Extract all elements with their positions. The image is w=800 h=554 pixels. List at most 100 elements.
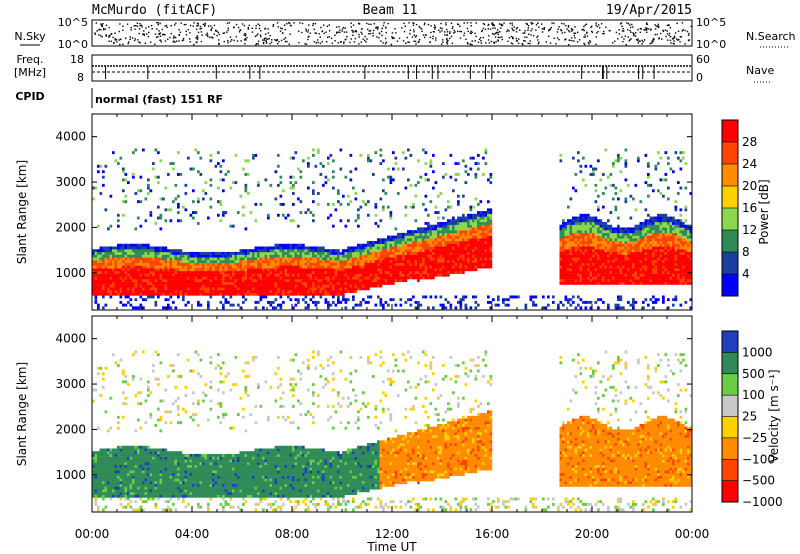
power-cell (249, 260, 253, 264)
power-cell (152, 284, 155, 288)
power-cell (217, 257, 220, 261)
power-cell (227, 170, 230, 174)
nsky-point (304, 43, 306, 45)
power-cell (384, 268, 388, 272)
nsky-point (309, 32, 312, 34)
power-cell (329, 254, 333, 258)
power-cell (132, 249, 135, 253)
nsky-point (626, 22, 628, 24)
power-cell (489, 265, 493, 269)
nsky-point (244, 35, 247, 37)
power-cell (404, 273, 408, 277)
power-cell (154, 270, 158, 274)
power-cell (437, 273, 440, 277)
power-cell (402, 270, 405, 274)
power-cell (449, 232, 453, 236)
power-cell (449, 221, 453, 225)
nsky-point (680, 36, 683, 38)
power-cell (264, 273, 268, 277)
power-cell (589, 246, 593, 250)
power-cell (234, 273, 238, 277)
power-cell (592, 268, 595, 272)
power-cell (149, 287, 153, 291)
power-cell (307, 186, 310, 190)
power-cell (424, 243, 428, 247)
power-cell (574, 224, 578, 228)
power-cell (569, 235, 573, 239)
power-cell (297, 276, 300, 280)
nsky-point (201, 34, 203, 36)
power-cell (389, 273, 393, 277)
nsky-point (334, 40, 336, 42)
power-cell (317, 192, 320, 195)
power-cell (187, 284, 190, 288)
power-cell (99, 246, 103, 250)
power-cell (312, 273, 315, 277)
power-cell (602, 205, 605, 209)
power-cell (407, 235, 410, 239)
power-cell (447, 235, 450, 239)
power-cell (434, 232, 438, 236)
power-cell (327, 270, 330, 274)
power-cell (569, 197, 573, 201)
power-cell (452, 246, 455, 250)
nsky-point (101, 24, 103, 26)
power-cell (249, 290, 253, 293)
power-cell (274, 243, 278, 247)
power-cell (242, 292, 245, 296)
power-cell (167, 290, 170, 293)
power-cell (582, 270, 585, 274)
power-cell (104, 292, 108, 296)
power-cell (112, 276, 115, 280)
power-cell (487, 216, 490, 220)
power-cell (429, 295, 433, 299)
power-cell (144, 268, 148, 272)
power-cell (182, 281, 185, 285)
power-cell (452, 268, 455, 272)
power-cell (427, 213, 430, 217)
power-cell (342, 194, 345, 198)
nsky-point (200, 40, 203, 43)
power-cell (157, 273, 160, 277)
power-cell (264, 265, 268, 269)
power-cell (427, 257, 430, 261)
power-cell (594, 183, 598, 187)
power-cell (587, 235, 590, 239)
power-cell (289, 249, 293, 253)
power-cell (312, 254, 315, 258)
power-cell (174, 281, 178, 285)
power-cell (377, 262, 380, 266)
power-cell (582, 281, 585, 285)
power-cell (359, 262, 363, 266)
power-cell (312, 287, 315, 291)
nsky-point (541, 28, 544, 30)
power-cell (439, 257, 443, 261)
power-cell (467, 224, 470, 228)
power-cell (472, 254, 475, 258)
power-cell (567, 300, 570, 304)
power-cell (329, 251, 333, 255)
power-cell (429, 254, 433, 258)
power-cell (177, 202, 180, 206)
power-cell (234, 262, 238, 266)
power-cell (209, 287, 213, 291)
power-cell (572, 246, 575, 250)
power-cell (564, 298, 568, 302)
power-cell (272, 246, 275, 250)
nsky-point (350, 38, 352, 40)
power-cell (434, 295, 438, 299)
power-cell (319, 273, 323, 277)
power-cell (269, 257, 273, 261)
power-cell (304, 268, 308, 272)
power-cell (284, 279, 288, 283)
power-cell (277, 153, 280, 157)
power-cell (102, 251, 105, 255)
power-cell (147, 254, 150, 258)
power-cell (202, 197, 205, 201)
nsky-point (543, 26, 545, 29)
power-cell (122, 292, 125, 296)
power-cell (287, 295, 290, 299)
power-cell (122, 260, 125, 264)
power-cell (467, 249, 470, 253)
power-cell (367, 246, 370, 250)
